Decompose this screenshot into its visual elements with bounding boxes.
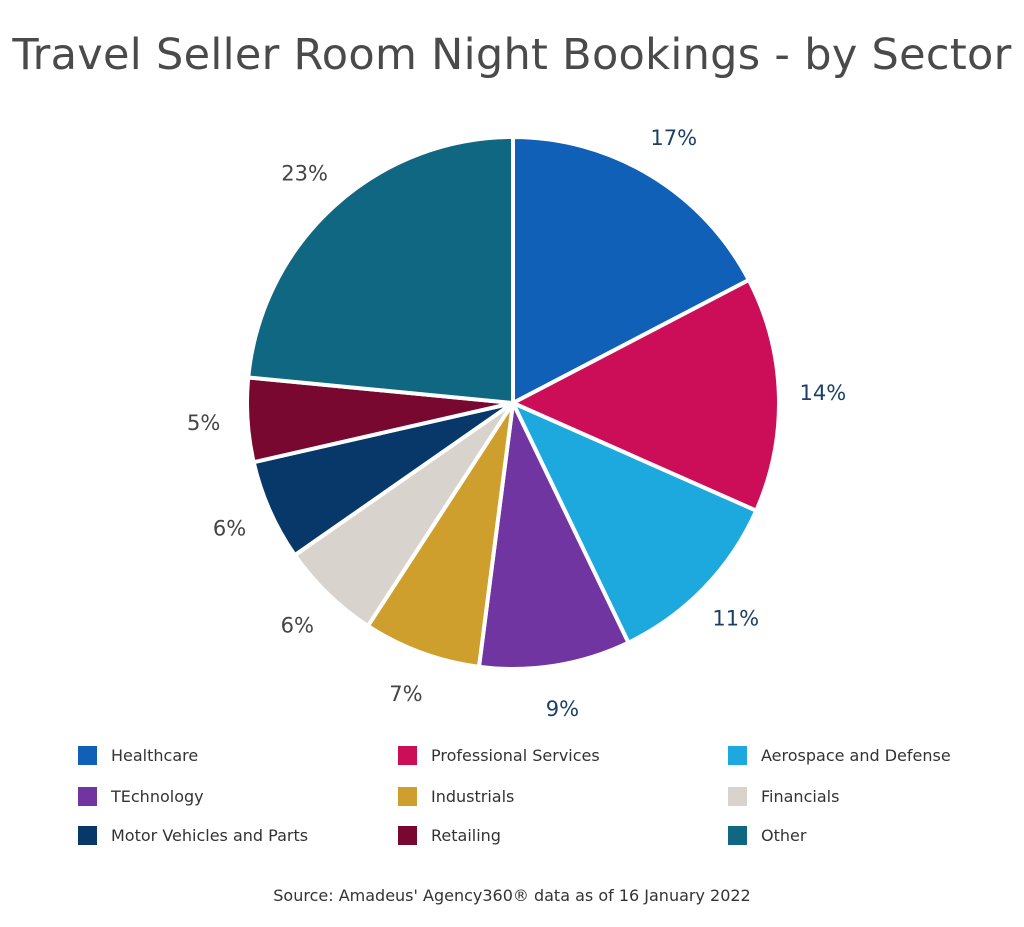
pie-slice-aerospace-and-defense xyxy=(511,401,759,645)
data-label-aerospace-and-defense: 11% xyxy=(712,607,759,631)
pie-slices xyxy=(245,135,781,671)
data-label-technology: 9% xyxy=(546,697,579,721)
chart-source: Source: Amadeus' Agency360® data as of 1… xyxy=(273,886,751,905)
chart-title: Travel Seller Room Night Bookings - by S… xyxy=(12,30,1012,80)
data-label-retailing: 5% xyxy=(187,411,220,435)
pie-slice-industrials xyxy=(365,401,515,669)
pie-slice-technology xyxy=(476,401,631,671)
pie-slice-professional-services xyxy=(511,277,781,513)
pie-data-labels: 17% 14% 11% 9% 7% 6% 6% 5% 23% xyxy=(187,126,846,721)
pie-slice-healthcare xyxy=(511,135,751,405)
data-label-healthcare: 17% xyxy=(650,126,697,150)
pie-slice-other xyxy=(246,135,515,405)
data-label-professional-services: 14% xyxy=(799,381,846,405)
data-label-motor-vehicles-and-parts: 6% xyxy=(213,516,246,540)
data-label-financials: 6% xyxy=(281,614,314,638)
data-label-other: 23% xyxy=(281,162,328,186)
data-label-industrials: 7% xyxy=(389,682,422,706)
